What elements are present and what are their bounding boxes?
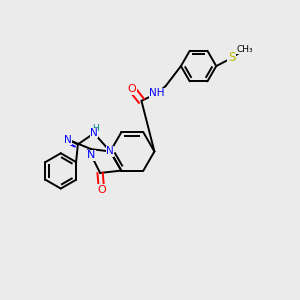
Text: O: O bbox=[97, 185, 106, 195]
Text: H: H bbox=[92, 124, 99, 133]
Text: S: S bbox=[228, 51, 235, 64]
Text: N: N bbox=[87, 150, 95, 160]
Text: N: N bbox=[106, 146, 114, 157]
Text: O: O bbox=[128, 84, 136, 94]
Text: N: N bbox=[64, 135, 72, 145]
Text: N: N bbox=[90, 128, 98, 138]
Text: NH: NH bbox=[149, 88, 164, 98]
Text: CH₃: CH₃ bbox=[236, 44, 253, 53]
